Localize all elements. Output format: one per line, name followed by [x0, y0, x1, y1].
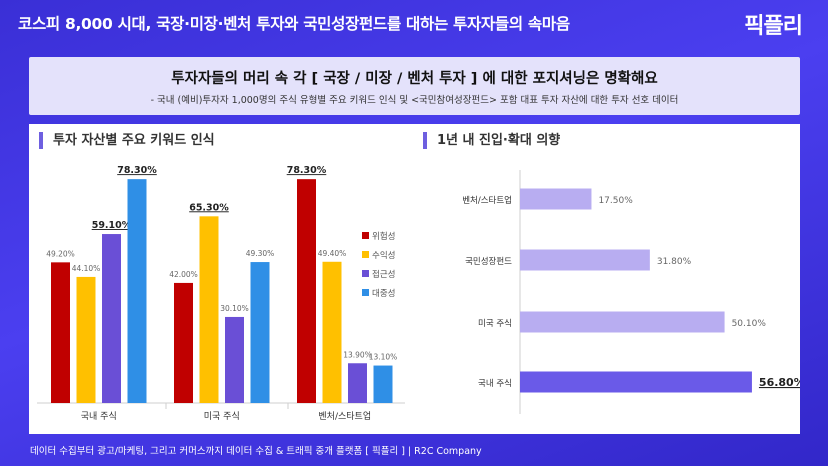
data-label: 13.90% — [343, 350, 372, 359]
bar — [520, 249, 650, 271]
data-label: 50.10% — [732, 319, 767, 329]
bar — [250, 262, 270, 403]
bar — [127, 179, 147, 403]
data-label: 65.30% — [189, 202, 229, 213]
legend-swatch — [362, 270, 369, 277]
data-label: 56.80% — [759, 376, 800, 389]
y-tick-label: 국내 주식 — [478, 379, 512, 389]
y-tick-label: 벤처/스타트업 — [462, 195, 512, 206]
legend-swatch — [362, 232, 369, 239]
legend-label: 위험성 — [372, 232, 395, 242]
bar — [51, 262, 70, 403]
charts-panel: 투자 자산별 주요 키워드 인식 1년 내 진입·확대 의향 국내 주식 49.2… — [29, 124, 800, 434]
footer-text: 데이터 수집부터 광고/마케팅, 그리고 커머스까지 데이터 수집 & 트래픽 … — [30, 446, 482, 457]
right-section-title: 1년 내 진입·확대 의향 — [423, 132, 560, 149]
bar — [102, 234, 121, 403]
data-label: 17.50% — [598, 196, 633, 206]
y-tick-label: 미국 주식 — [478, 319, 512, 329]
data-label: 78.30% — [117, 165, 157, 176]
data-label: 59.10% — [92, 220, 132, 231]
x-tick-label: 미국 주식 — [204, 411, 240, 422]
data-label: 49.30% — [246, 249, 275, 258]
brand-logo: 픽플리 — [744, 14, 803, 39]
data-label: 44.10% — [72, 264, 101, 273]
bar — [348, 363, 367, 403]
bar — [322, 261, 342, 403]
bar — [76, 276, 96, 403]
bar — [199, 216, 219, 403]
header-title: 코스피 8,000 시대, 국장·미장·벤처 투자와 국민성장펀드를 대하는 투… — [18, 15, 570, 33]
legend-swatch — [362, 251, 369, 258]
data-label: 30.10% — [220, 304, 249, 313]
bar — [174, 282, 193, 403]
bar — [520, 311, 725, 333]
legend-label: 수익성 — [372, 250, 395, 261]
banner-subtitle: - 국내 (예비)투자자 1,000명의 주식 유형별 주요 키워드 인식 및 … — [150, 95, 679, 106]
intent-hbar-chart: 벤처/스타트업 17.50% 국민성장펀드 31.80% 미국 주식 50.10% 국내 주… — [462, 170, 800, 414]
bar — [520, 188, 592, 210]
data-label: 78.30% — [287, 165, 327, 176]
bar — [520, 371, 752, 393]
x-tick-label: 국내 주식 — [81, 411, 117, 422]
legend-label: 대중성 — [372, 289, 395, 299]
bar — [373, 365, 393, 403]
bar — [225, 316, 244, 403]
legend-swatch — [362, 289, 369, 296]
keyword-bar-chart: 국내 주식 49.20% 44.10% 59.10% 78.30% 미국 주식 42.00%… — [37, 165, 405, 422]
data-label: 13.10% — [369, 353, 398, 362]
banner-title: 투자자들의 머리 속 각 [ 국장 / 미장 / 벤처 투자 ] 에 대한 포지… — [171, 71, 658, 87]
summary-banner: 투자자들의 머리 속 각 [ 국장 / 미장 / 벤처 투자 ] 에 대한 포지… — [29, 57, 800, 115]
x-tick-label: 벤처/스타트업 — [318, 410, 371, 422]
data-label: 49.20% — [46, 249, 75, 258]
left-section-title: 투자 자산별 주요 키워드 인식 — [39, 132, 215, 149]
data-label: 42.00% — [169, 270, 198, 279]
y-tick-label: 국민성장펀드 — [465, 256, 512, 267]
legend-label: 접근성 — [372, 269, 395, 280]
data-label: 49.40% — [318, 249, 347, 258]
bar — [297, 179, 316, 403]
data-label: 31.80% — [657, 257, 692, 267]
